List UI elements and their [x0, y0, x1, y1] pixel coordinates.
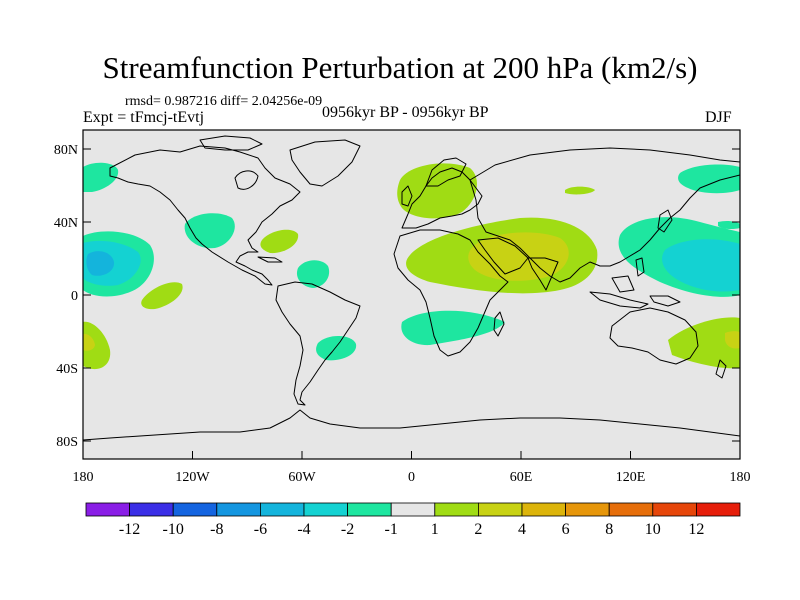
chart-title: Streamfunction Perturbation at 200 hPa (… — [102, 50, 698, 85]
coastline-new-guinea — [649, 295, 681, 307]
coastline-arabia — [477, 237, 529, 275]
colorbar-label: 8 — [605, 521, 613, 538]
anomaly-region — [565, 186, 595, 195]
anomaly-region — [662, 239, 740, 292]
colorbar-label: -1 — [385, 521, 398, 538]
anomaly-region — [296, 260, 330, 288]
colorbar-label: -6 — [254, 521, 267, 538]
coastline-north-america — [109, 145, 301, 286]
colorbar-label: -2 — [341, 521, 354, 538]
anomaly-region — [86, 251, 115, 276]
colorbar-swatch — [608, 502, 654, 517]
coastline-borneo — [611, 275, 635, 293]
colorbar-swatch — [303, 502, 348, 517]
colorbar-swatch — [434, 502, 479, 517]
coastline-caribbean — [257, 256, 283, 263]
colorbar-swatch — [216, 502, 261, 517]
lon-label: 180 — [730, 470, 751, 485]
colorbar-label: 10 — [645, 521, 661, 538]
coastline-japan — [657, 209, 673, 233]
lat-label: 40N — [54, 216, 78, 231]
coastline-madagascar — [493, 311, 505, 337]
period-label: 0956kyr BP - 0956kyr BP — [322, 104, 489, 121]
colorbar-label: 2 — [474, 521, 482, 538]
lon-label: 0 — [408, 470, 415, 485]
coastline-scandinavia — [425, 157, 467, 187]
colorbar-swatch — [129, 502, 174, 517]
coastline-australia — [609, 307, 699, 365]
coastline-philippines — [635, 257, 645, 277]
coastline-arctic-islands — [199, 135, 263, 151]
coastline-greenland — [289, 139, 361, 187]
colorbar-swatch — [652, 502, 697, 517]
anomaly-region — [83, 321, 111, 370]
colorbar-label: -10 — [163, 521, 184, 538]
coastline-europe — [401, 167, 483, 229]
anomaly-region — [401, 310, 505, 346]
anomaly-region — [141, 282, 183, 310]
colorbar-swatch — [390, 502, 436, 517]
lat-label: 40S — [56, 362, 78, 377]
lat-label: 0 — [71, 289, 78, 304]
colorbar-swatch — [259, 502, 305, 517]
coastline-indonesia — [589, 291, 649, 309]
season-label: DJF — [705, 109, 732, 126]
stats-label: rmsd= 0.987216 diff= 2.04256e-09 — [125, 94, 323, 109]
anomaly-region — [668, 317, 740, 369]
coastline-hudson-bay — [234, 170, 259, 190]
coastline-india — [527, 257, 559, 291]
anomaly-shading — [83, 162, 740, 370]
lon-axis: 180 120W 60W 0 60E 120E 180 — [73, 451, 751, 485]
lat-label: 80S — [56, 435, 78, 450]
coastlines — [83, 135, 740, 441]
colorbar-label: -8 — [210, 521, 223, 538]
colorbar-label: 4 — [518, 521, 526, 538]
colorbar-swatch — [347, 502, 392, 517]
coastline-south-america — [275, 281, 361, 406]
experiment-label: Expt = tFmcj-tEvtj — [83, 109, 205, 126]
anomaly-region — [260, 229, 299, 254]
coastline-africa — [393, 229, 509, 357]
colorbar-swatch — [565, 502, 610, 517]
lat-label: 80N — [54, 143, 78, 158]
coastline-antarctica — [83, 409, 740, 441]
coastline-britain — [401, 185, 413, 207]
lon-label: 180 — [73, 470, 94, 485]
lon-label: 120W — [175, 470, 210, 485]
lat-axis: 80N 40N 0 40S 80S — [54, 143, 740, 450]
colorbar-swatch — [696, 502, 741, 517]
colorbar-swatch — [477, 502, 523, 517]
colorbar-swatch — [172, 502, 218, 517]
anomaly-region — [725, 331, 740, 349]
anomaly-region — [678, 164, 740, 194]
anomaly-region — [316, 335, 357, 361]
colorbar: -12 -10 -8 -6 -4 -2 -1 1 2 4 6 8 10 12 — [85, 502, 741, 538]
lon-label: 60W — [288, 470, 316, 485]
colorbar-swatch — [521, 502, 566, 517]
lon-label: 60E — [510, 470, 533, 485]
colorbar-label: 6 — [562, 521, 570, 538]
colorbar-label: 12 — [688, 521, 704, 538]
colorbar-swatch — [85, 502, 130, 517]
anomaly-region — [83, 162, 119, 192]
colorbar-label: -12 — [119, 521, 140, 538]
colorbar-label: 1 — [431, 521, 439, 538]
anomaly-region — [718, 220, 740, 230]
colorbar-label: -4 — [297, 521, 310, 538]
coastline-new-zealand — [715, 359, 727, 379]
lon-label: 120E — [616, 470, 646, 485]
coastline-asia — [469, 147, 740, 283]
anomaly-region — [83, 333, 95, 351]
